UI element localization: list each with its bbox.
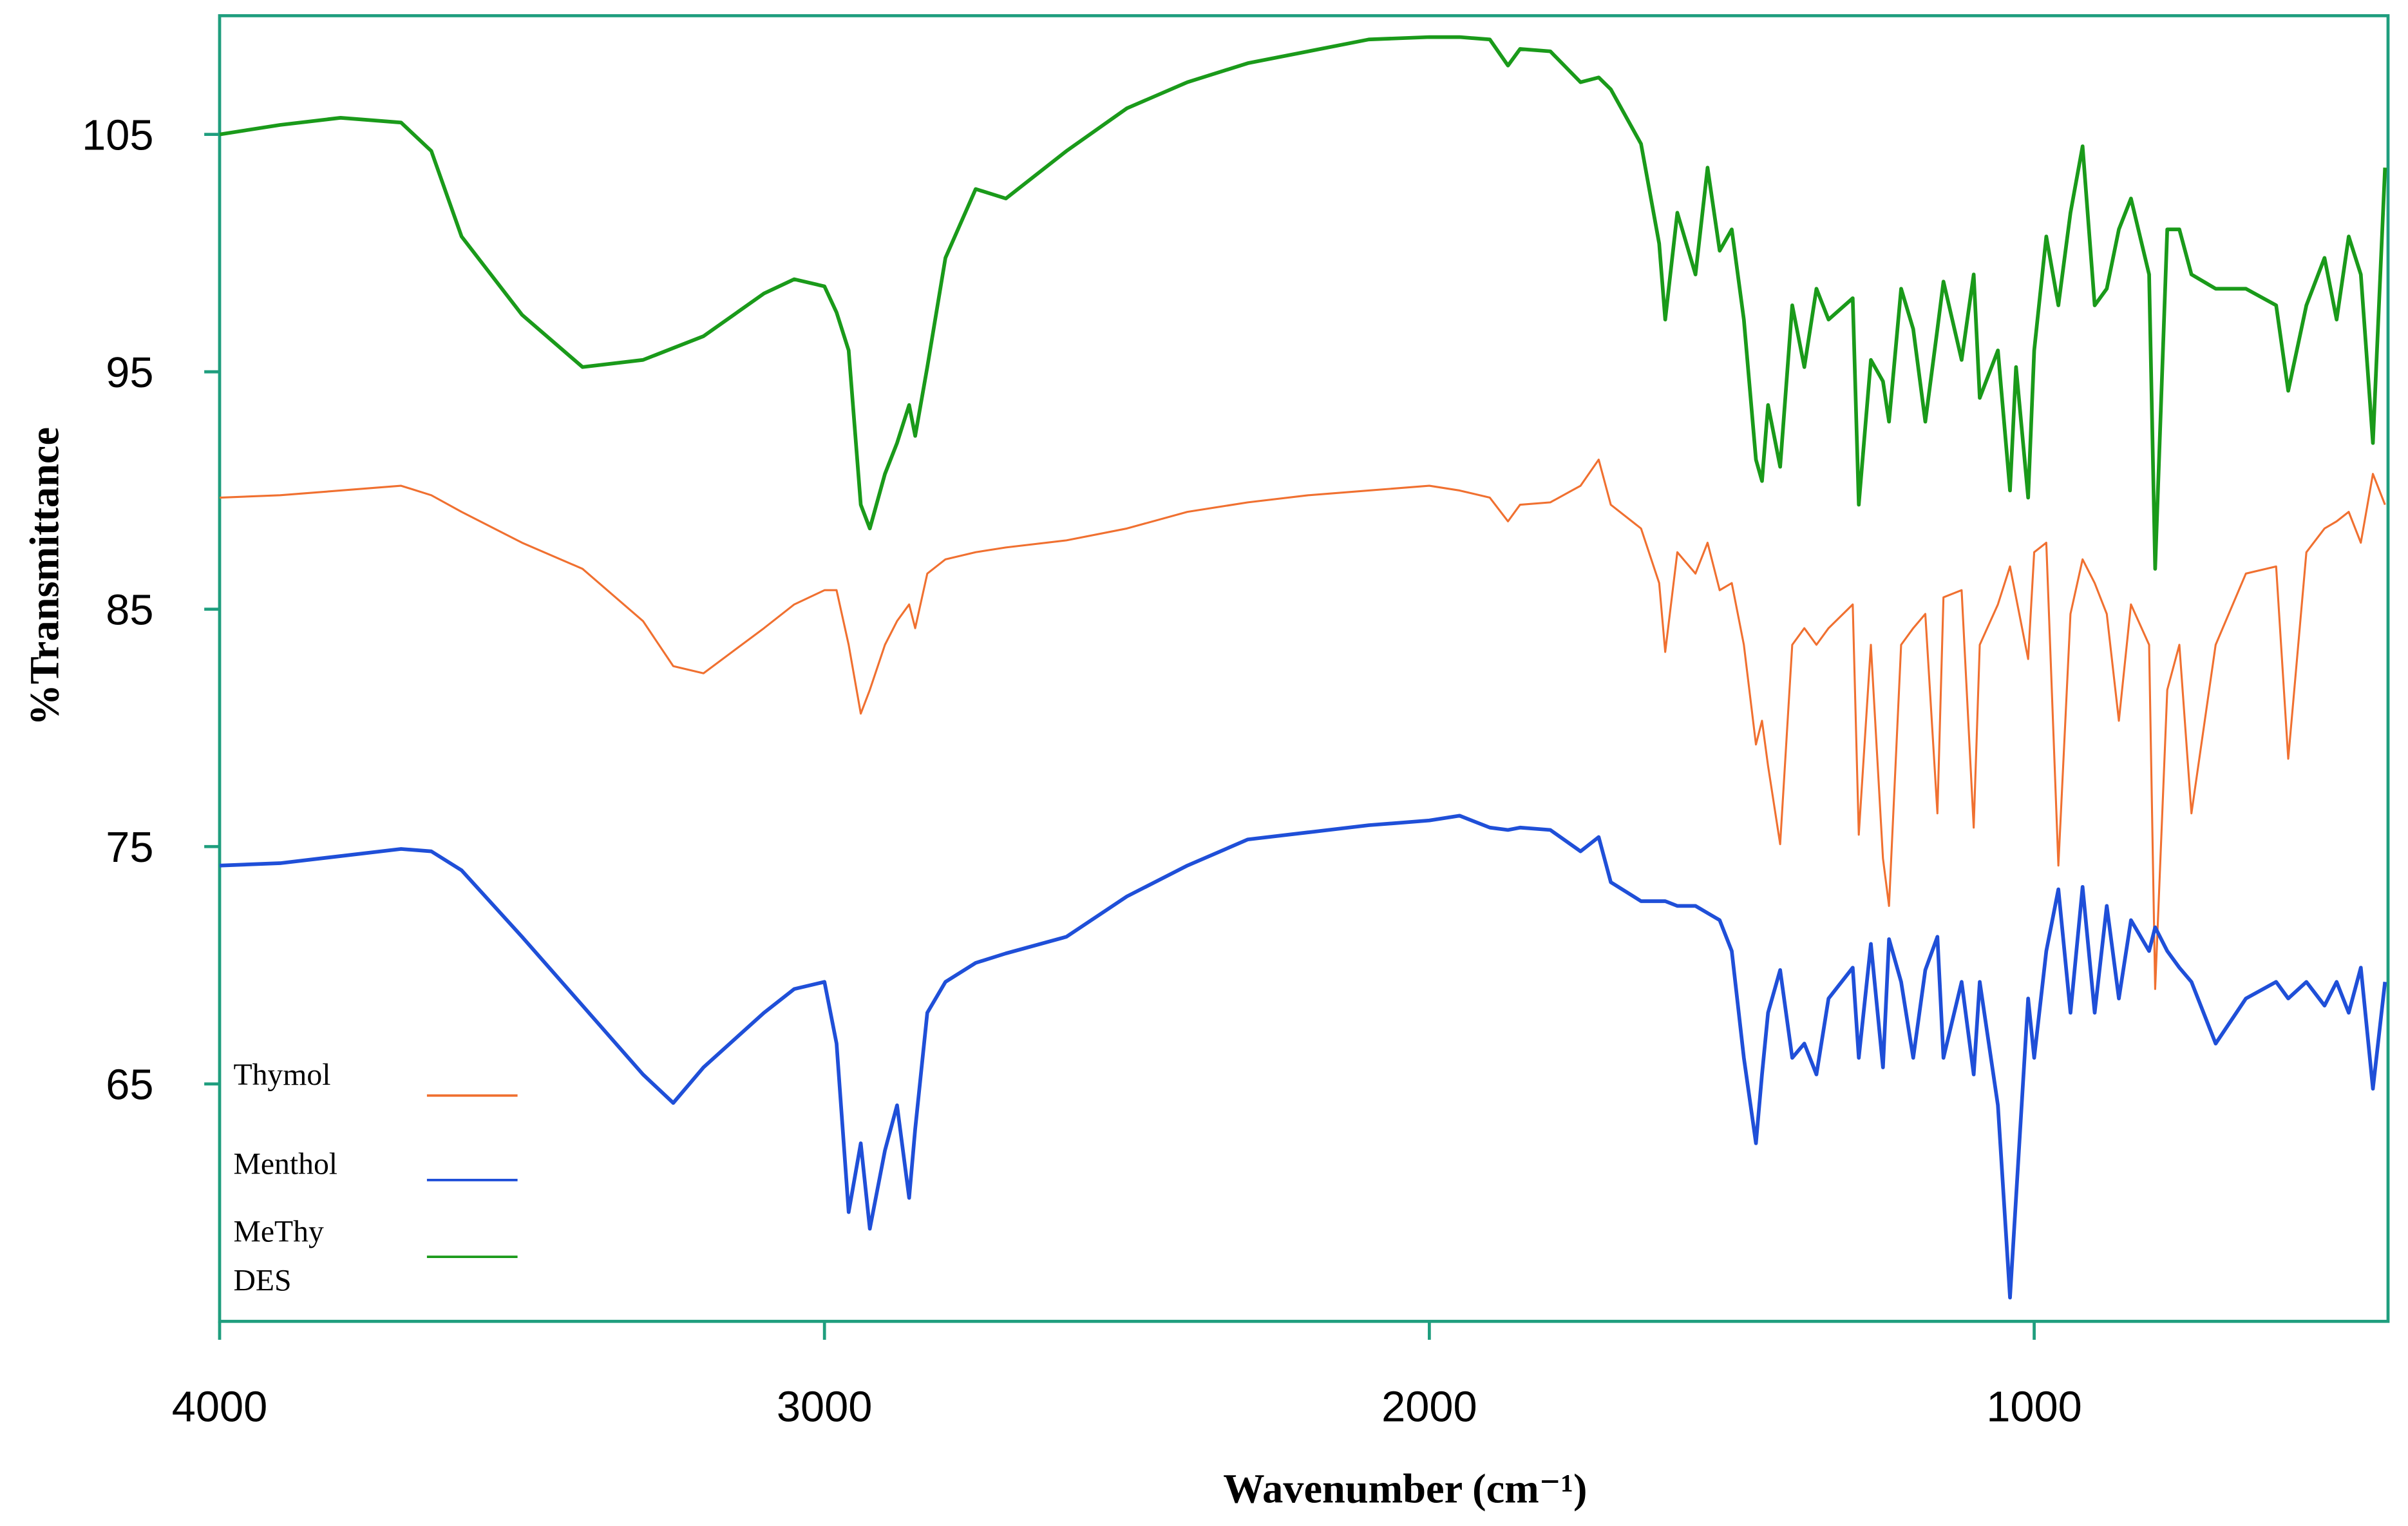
x-tick-label: 1000 [1986,1383,2082,1431]
legend-label: Menthol [233,1147,337,1181]
spectrum-line [219,814,2387,1300]
y-tick-label: 95 [106,349,153,397]
spectrum-line [219,35,2387,571]
x-axis-label: Wavenumber (cm⁻¹) [1223,1466,1587,1512]
legend-label: Thymol [233,1058,330,1092]
y-tick-label: 75 [106,824,153,872]
legend-label: MeThy DES [233,1215,331,1297]
y-tick-label: 65 [106,1062,153,1109]
y-tick-label: 85 [106,587,153,634]
plot-frame [218,14,2390,1323]
x-tick-label: 2000 [1381,1383,1477,1431]
x-tick-label: 4000 [172,1383,267,1431]
spectrum-line [219,458,2386,990]
y-axis-label: %Transmittance [22,427,68,726]
x-tick-label: 3000 [777,1383,873,1431]
y-tick-label: 105 [82,112,153,160]
